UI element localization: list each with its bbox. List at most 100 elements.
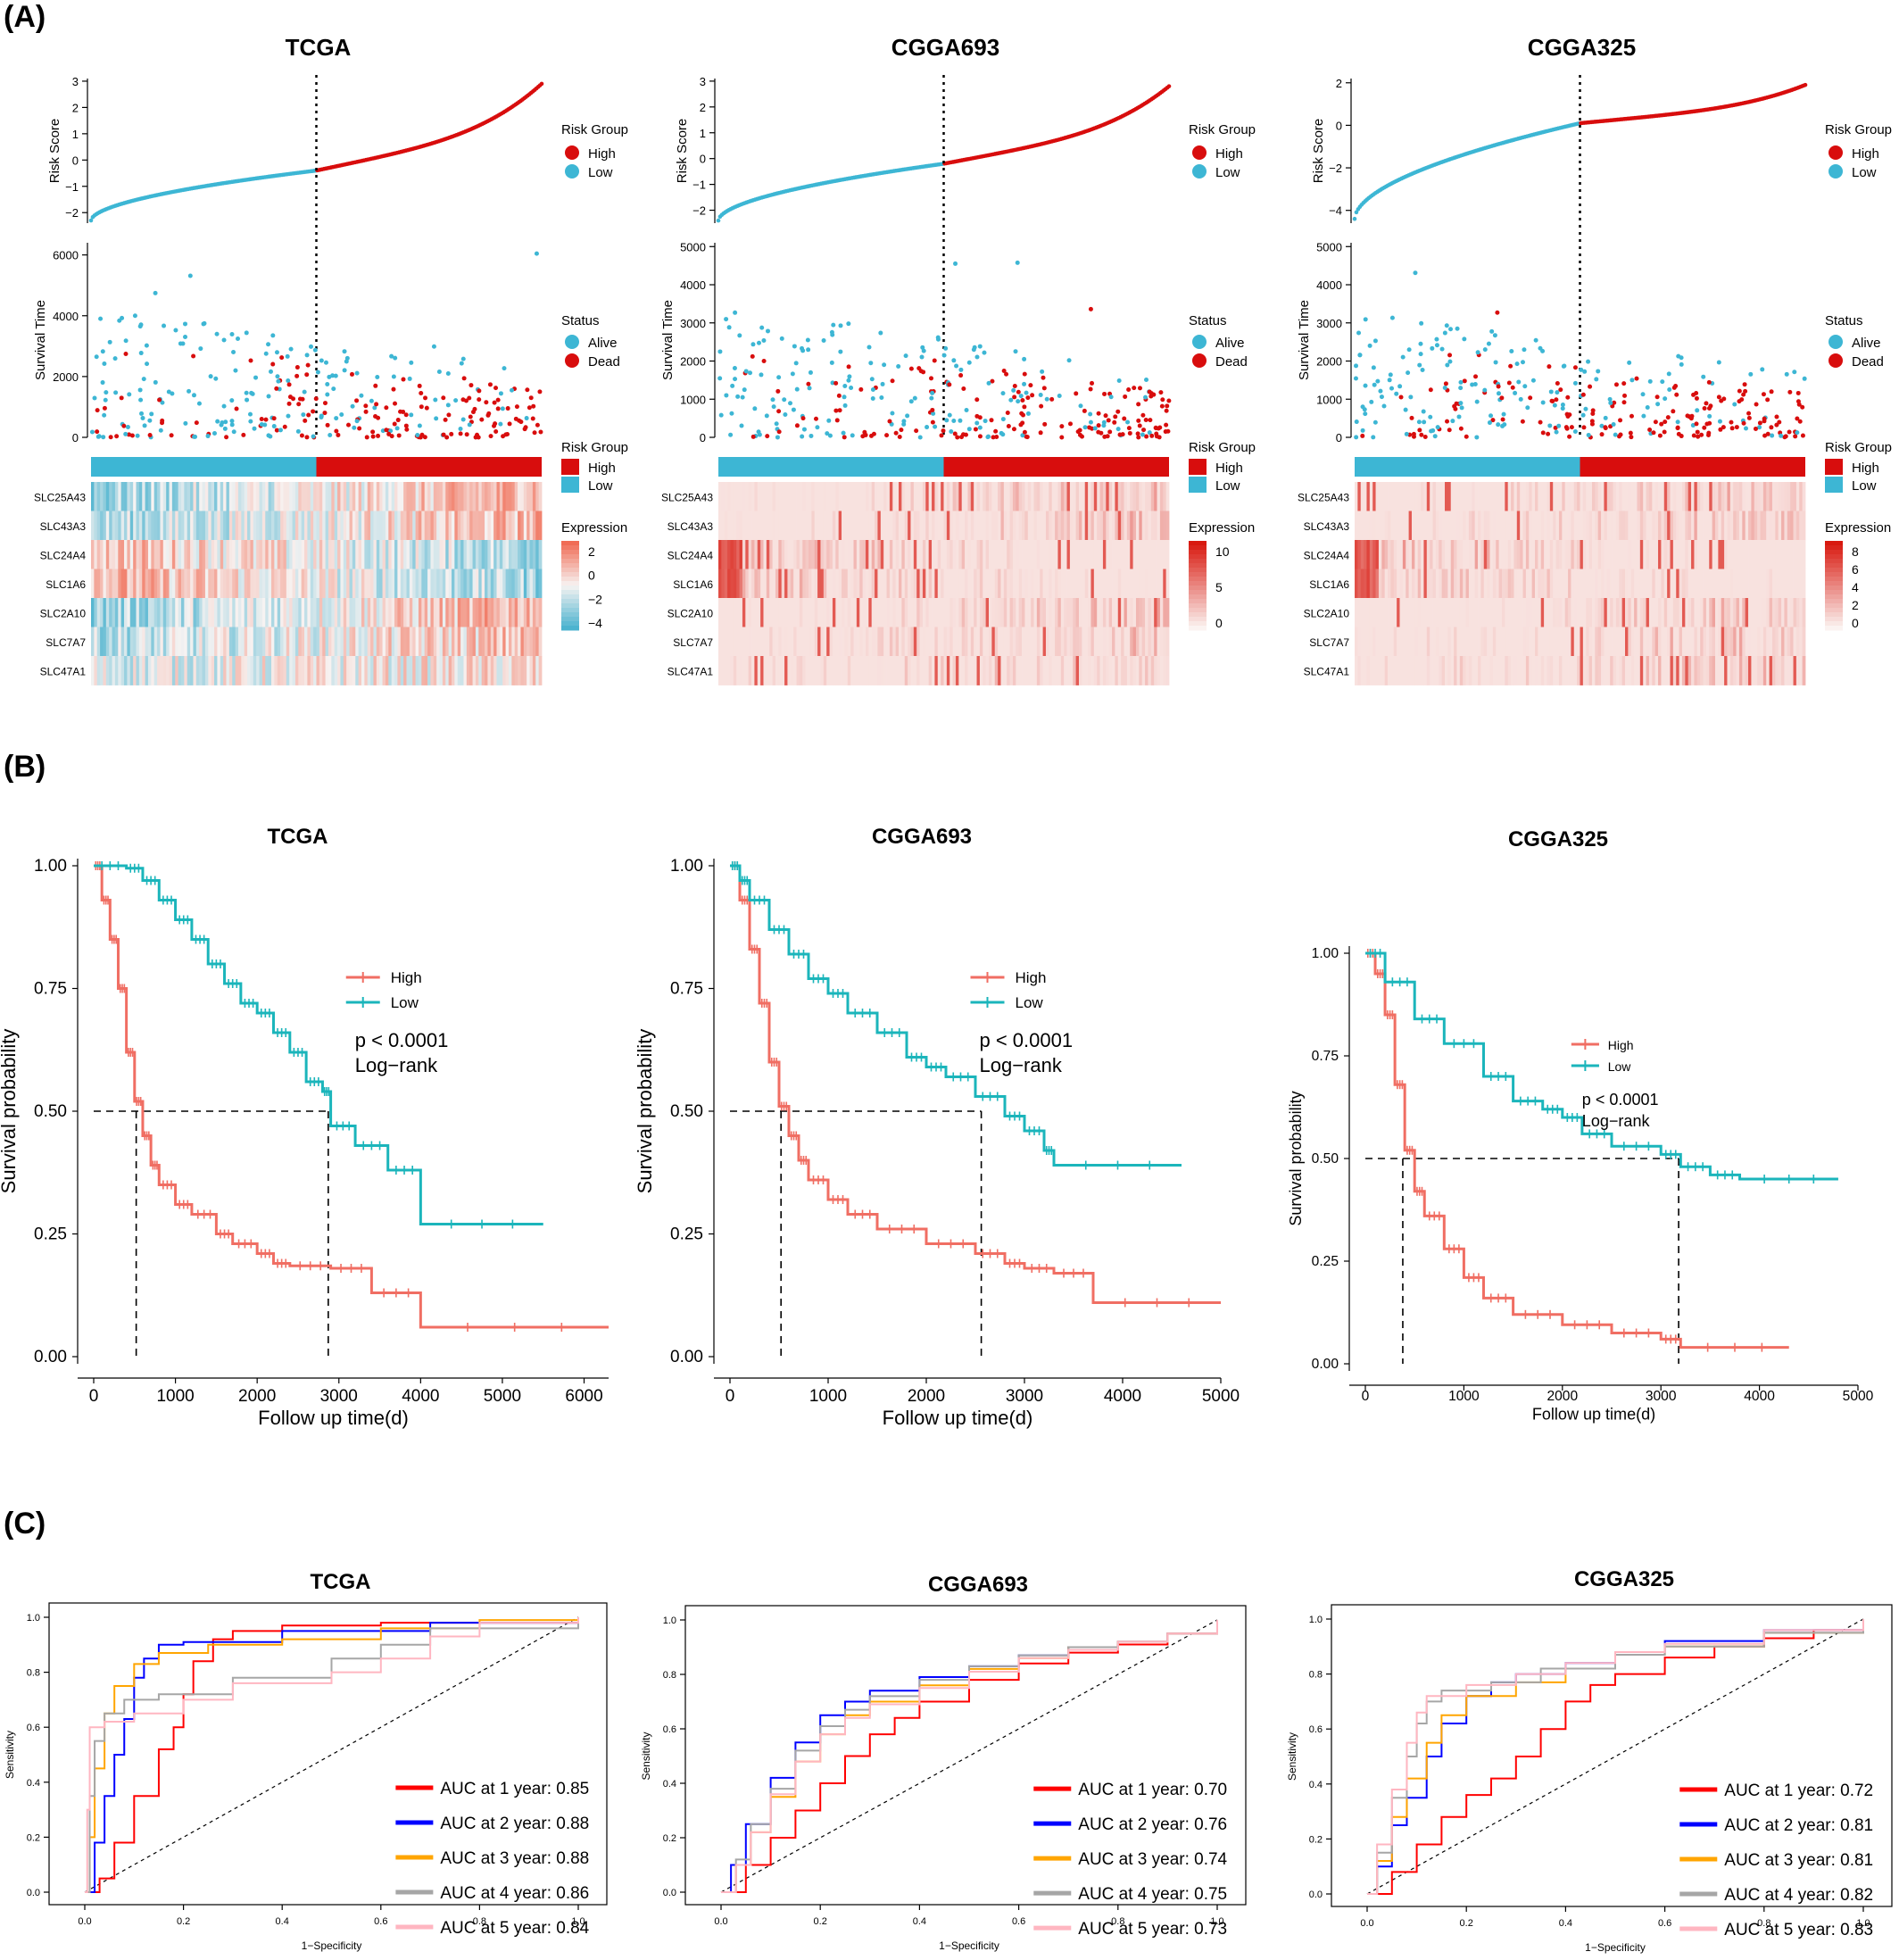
survival-point — [125, 425, 130, 430]
heatmap-cell — [1799, 627, 1804, 657]
heatmap-cell — [1364, 482, 1367, 511]
heatmap-cell — [958, 540, 963, 569]
risk-score-point — [1354, 210, 1359, 215]
survival-point — [991, 435, 996, 440]
heatmap-cell — [204, 598, 209, 627]
heatmap-cell — [1630, 569, 1635, 599]
heatmap-cell — [1051, 627, 1056, 657]
heatmap-cell — [217, 569, 221, 599]
survival-point — [401, 409, 406, 414]
heatmap-cell — [1360, 540, 1364, 569]
heatmap-cell — [1571, 627, 1575, 657]
heatmap-cell — [799, 511, 803, 541]
heatmap-cell — [895, 511, 900, 541]
survival-point — [1500, 417, 1505, 422]
heatmap-cell — [998, 627, 1001, 657]
survival-point — [1447, 353, 1453, 358]
heatmap-cell — [391, 511, 395, 541]
heatmap-cell — [1450, 540, 1455, 569]
survival-point — [1754, 402, 1759, 407]
heatmap-cell — [520, 656, 525, 685]
heatmap-cell — [1520, 511, 1523, 541]
heatmap-cell — [142, 511, 145, 541]
heatmap-cell — [1507, 569, 1512, 599]
heatmap-cell — [1069, 569, 1074, 599]
heatmap-cell — [334, 540, 338, 569]
expression-legend-gradient — [1189, 568, 1207, 573]
survival-tick-label: 3000 — [1316, 317, 1342, 330]
survival-point — [977, 344, 983, 349]
heatmap-cell — [487, 511, 492, 541]
heatmap-cell — [1082, 569, 1086, 599]
heatmap-cell — [862, 598, 867, 627]
heatmap-cell — [520, 511, 525, 541]
expression-legend-gradient — [1189, 608, 1207, 613]
heatmap-cell — [475, 627, 479, 657]
heatmap-cell — [1525, 482, 1530, 511]
survival-point — [1082, 425, 1088, 430]
survival-point — [1569, 425, 1574, 430]
heatmap-cell — [928, 540, 933, 569]
heatmap-cell — [334, 482, 338, 511]
survival-point — [1582, 369, 1588, 374]
heatmap-cell — [934, 482, 939, 511]
survival-point — [514, 404, 519, 410]
heatmap-cell — [445, 598, 450, 627]
heatmap-cell — [1748, 598, 1752, 627]
heatmap-cell — [322, 598, 326, 627]
heatmap-cell — [1075, 598, 1080, 627]
survival-point — [1611, 422, 1616, 428]
heatmap-cell — [1040, 656, 1043, 685]
status-legend-dead-label: Dead — [1215, 354, 1248, 370]
heatmap-cell — [754, 627, 759, 657]
heatmap-cell — [520, 569, 525, 599]
heatmap-cell — [974, 569, 977, 599]
heatmap-cell — [1547, 569, 1551, 599]
survival-point — [1520, 360, 1525, 365]
heatmap-gene-label: SLC2A10 — [668, 607, 714, 619]
survival-point — [263, 351, 269, 356]
survival-point — [1006, 424, 1011, 429]
heatmap-cell — [1591, 598, 1596, 627]
heatmap-cell — [1447, 511, 1452, 541]
survival-point — [800, 434, 805, 439]
heatmap-cell — [313, 598, 317, 627]
heatmap-cell — [1042, 569, 1047, 599]
heatmap-cell — [523, 656, 527, 685]
heatmap-cell — [1538, 598, 1542, 627]
heatmap-cell — [1036, 627, 1041, 657]
heatmap-cell — [1762, 627, 1767, 657]
heatmap-cell — [442, 656, 446, 685]
heatmap-cell — [862, 540, 867, 569]
survival-point — [1371, 435, 1376, 440]
survival-point — [788, 401, 793, 406]
heatmap-cell — [418, 598, 422, 627]
heatmap-cell — [1547, 511, 1551, 541]
survival-point — [194, 420, 199, 426]
heatmap-cell — [1555, 540, 1560, 569]
heatmap-cell — [1577, 627, 1580, 657]
heatmap-cell — [742, 511, 746, 541]
survival-point — [958, 418, 963, 423]
survival-tick-label: 1000 — [680, 393, 706, 406]
group-legend-high-key — [1825, 459, 1843, 475]
heatmap-cell — [1397, 656, 1400, 685]
heatmap-cell — [211, 540, 215, 569]
heatmap-cell — [171, 482, 176, 511]
heatmap-cell — [1628, 569, 1632, 599]
heatmap-cell — [1586, 627, 1589, 657]
heatmap-cell — [502, 627, 506, 657]
heatmap-cell — [228, 540, 233, 569]
heatmap-cell — [901, 511, 906, 541]
heatmap-cell — [1802, 598, 1806, 627]
heatmap-cell — [352, 656, 356, 685]
heatmap-cell — [967, 598, 972, 627]
risk-legend-high-label: High — [588, 146, 616, 162]
heatmap-cell — [1681, 569, 1686, 599]
survival-point — [1628, 430, 1633, 436]
survival-point — [1022, 404, 1027, 410]
heatmap-cell — [337, 569, 341, 599]
heatmap-cell — [403, 482, 407, 511]
heatmap-cell — [976, 511, 981, 541]
heatmap-cell — [842, 656, 845, 685]
